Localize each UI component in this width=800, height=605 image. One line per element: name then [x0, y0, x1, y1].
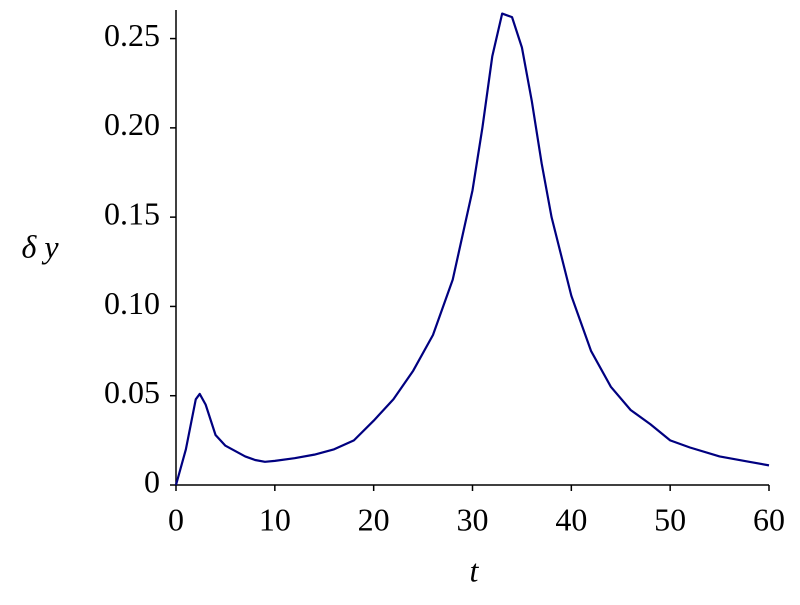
x-axis-label: t	[470, 552, 480, 588]
y-tick-label: 0.10	[104, 285, 160, 321]
x-tick-label: 30	[457, 501, 489, 537]
x-tick-label: 20	[358, 501, 390, 537]
y-tick-label: 0.05	[104, 374, 160, 410]
data-line	[174, 12, 770, 486]
x-tick-label: 50	[654, 501, 686, 537]
x-tick-label: 10	[259, 501, 291, 537]
y-tick-label: 0.25	[104, 17, 160, 53]
x-tick-label: 0	[168, 501, 184, 537]
y-tick-label: 0	[144, 463, 160, 499]
x-tick-label: 40	[555, 501, 587, 537]
y-axis-label: δ y	[21, 228, 59, 264]
y-tick-label: 0.20	[104, 106, 160, 142]
x-tick-label: 60	[753, 501, 785, 537]
y-tick-label: 0.15	[104, 195, 160, 231]
